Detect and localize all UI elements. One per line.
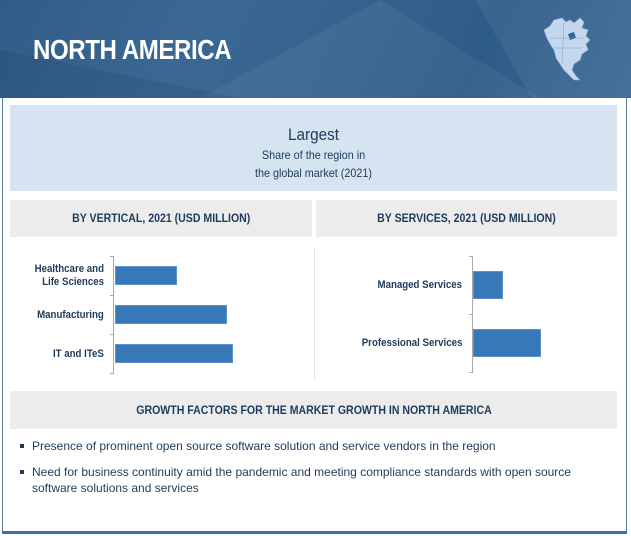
largest-share-box: Largest Share of the region in the globa…	[10, 105, 617, 191]
axis-tick	[469, 314, 473, 315]
header-facet	[420, 0, 631, 98]
largest-subtitle-line2: the global market (2021)	[254, 166, 373, 180]
category-label: Managed Services	[377, 279, 462, 291]
category-label: IT and ITeS	[53, 348, 104, 360]
north-america-map-icon	[543, 17, 591, 81]
header-facet	[0, 50, 240, 98]
services-section-header: BY SERVICES, 2021 (USD MILLION)	[316, 200, 617, 237]
growth-factor-item: Presence of prominent open source softwa…	[18, 438, 608, 454]
growth-factors-list: Presence of prominent open source softwa…	[18, 438, 608, 506]
category-label: Healthcare and Life Sciences	[34, 263, 104, 288]
growth-factor-item: Need for business continuity amid the pa…	[18, 464, 608, 496]
bar-it-ites	[115, 344, 233, 363]
services-section-title: BY SERVICES, 2021 (USD MILLION)	[377, 211, 556, 225]
header-banner: NORTH AMERICA	[0, 0, 631, 98]
category-label: Professional Services	[361, 337, 462, 349]
bar-professional-services	[473, 329, 541, 357]
axis-tick	[110, 295, 114, 296]
growth-factors-header: GROWTH FACTORS FOR THE MARKET GROWTH IN …	[10, 391, 617, 429]
bar-manufacturing	[115, 305, 227, 324]
chart-divider	[314, 248, 315, 380]
growth-factors-title: GROWTH FACTORS FOR THE MARKET GROWTH IN …	[135, 403, 492, 417]
largest-subtitle-line1: Share of the region in	[261, 148, 366, 162]
largest-label: Largest	[287, 125, 340, 144]
page-title: NORTH AMERICA	[33, 34, 232, 65]
vertical-section-header: BY VERTICAL, 2021 (USD MILLION)	[10, 200, 312, 237]
category-label: Manufacturing	[37, 309, 104, 321]
axis-tick	[110, 334, 114, 335]
vertical-chart-axis	[110, 256, 114, 374]
header-facet	[200, 0, 540, 98]
vertical-section-title: BY VERTICAL, 2021 (USD MILLION)	[71, 211, 251, 225]
bar-healthcare	[115, 266, 177, 285]
bar-managed-services	[473, 271, 503, 299]
